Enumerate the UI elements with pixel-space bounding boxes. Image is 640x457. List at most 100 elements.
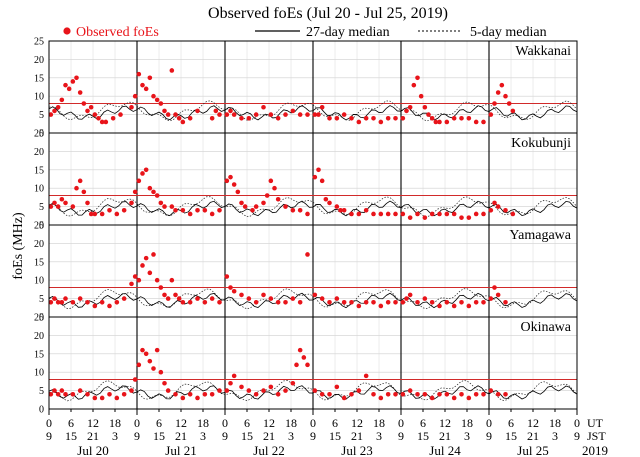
observed-point-yamagawa — [363, 299, 369, 305]
observed-point-yamagawa — [140, 263, 145, 268]
observed-point-kokubunji — [385, 211, 391, 217]
observed-point-okinawa — [283, 388, 288, 393]
observed-point-okinawa — [195, 395, 200, 401]
observed-point-wakkanai — [195, 108, 200, 114]
observed-point-kokubunji — [312, 174, 318, 180]
observed-point-okinawa — [147, 358, 153, 364]
observed-point-wakkanai — [400, 115, 406, 121]
observed-point-wakkanai — [132, 93, 138, 99]
observed-point-kokubunji — [151, 189, 156, 195]
observed-point-okinawa — [275, 391, 281, 397]
observed-point-yamagawa — [305, 252, 310, 257]
observed-point-yamagawa — [154, 277, 160, 283]
observed-point-okinawa — [305, 362, 310, 368]
observed-point-kokubunji — [415, 211, 420, 217]
date-label: Jul 21 — [165, 443, 196, 457]
observed-point-kokubunji — [327, 200, 332, 206]
observed-point-yamagawa — [492, 285, 497, 290]
observed-point-kokubunji — [283, 204, 288, 209]
jst-hour-label: 21 — [351, 429, 363, 443]
y-tick-label-kokubunji: 0 — [39, 221, 44, 232]
y-tick-label-okinawa: 5 — [39, 386, 44, 397]
observed-point-yamagawa — [268, 296, 274, 301]
observed-point-yamagawa — [132, 274, 138, 279]
observed-point-kokubunji — [231, 182, 237, 187]
observed-point-yamagawa — [356, 303, 362, 309]
observed-point-yamagawa — [209, 296, 215, 301]
station-name-yamagawa: Yamagawa — [509, 228, 571, 243]
y-tick-label-wakkanai: 20 — [34, 55, 44, 66]
y-axis-label: foEs (MHz) — [11, 212, 26, 280]
observed-point-wakkanai — [143, 86, 149, 92]
observed-point-kokubunji — [132, 189, 138, 195]
observed-point-wakkanai — [55, 104, 61, 110]
y-tick-label-wakkanai: 25 — [34, 37, 44, 48]
observed-point-kokubunji — [264, 193, 270, 198]
observed-point-okinawa — [143, 351, 149, 357]
y-tick-label-yamagawa: 5 — [39, 294, 44, 305]
observed-point-yamagawa — [444, 299, 450, 305]
observed-point-wakkanai — [312, 112, 318, 117]
observed-point-wakkanai — [162, 108, 167, 114]
observed-point-kokubunji — [85, 200, 90, 206]
observed-point-kokubunji — [55, 204, 61, 209]
observed-point-yamagawa — [334, 296, 340, 301]
ut-hour-label: 0 — [134, 416, 140, 430]
observed-point-wakkanai — [363, 115, 369, 121]
observed-point-yamagawa — [165, 296, 171, 301]
y-tick-label-okinawa: 0 — [39, 405, 44, 416]
observed-point-kokubunji — [316, 167, 321, 173]
ut-hour-label: 12 — [439, 416, 451, 430]
median27-line-okinawa — [48, 385, 578, 400]
observed-point-wakkanai — [451, 115, 457, 121]
observed-point-wakkanai — [63, 82, 68, 88]
date-label: Jul 25 — [517, 443, 548, 457]
observed-point-yamagawa — [495, 292, 501, 298]
observed-point-kokubunji — [334, 204, 340, 209]
observed-point-kokubunji — [371, 211, 376, 217]
observed-point-yamagawa — [151, 252, 156, 257]
observed-point-yamagawa — [228, 285, 233, 290]
observed-point-wakkanai — [297, 112, 303, 117]
observed-point-okinawa — [268, 384, 274, 390]
observed-point-okinawa — [503, 391, 508, 397]
observed-point-kokubunji — [422, 215, 428, 220]
observed-point-kokubunji — [147, 185, 153, 191]
observed-point-yamagawa — [393, 299, 398, 305]
observed-point-wakkanai — [444, 119, 450, 125]
observed-point-yamagawa — [400, 299, 406, 305]
observed-point-yamagawa — [407, 292, 413, 298]
ut-hour-label: 12 — [87, 416, 99, 430]
jst-hour-label: 15 — [329, 429, 341, 443]
observed-point-kokubunji — [429, 211, 435, 217]
observed-point-wakkanai — [147, 75, 153, 81]
y-tick-label-wakkanai: 10 — [34, 92, 44, 103]
observed-point-kokubunji — [107, 207, 112, 213]
observed-point-okinawa — [437, 391, 442, 397]
jst-hour-label: 21 — [527, 429, 539, 443]
observed-point-kokubunji — [140, 171, 145, 176]
observed-point-okinawa — [55, 391, 61, 397]
ut-hour-label: 12 — [263, 416, 275, 430]
observed-point-okinawa — [371, 391, 376, 397]
median5-line-kokubunji — [48, 196, 578, 218]
observed-point-okinawa — [129, 388, 134, 393]
observed-point-okinawa — [63, 391, 68, 397]
observed-point-kokubunji — [363, 207, 369, 213]
jst-hour-label: 9 — [310, 429, 316, 443]
observed-point-yamagawa — [48, 299, 54, 305]
ut-hour-label: 6 — [156, 416, 162, 430]
observed-point-wakkanai — [169, 68, 175, 73]
y-tick-label-wakkanai: 5 — [39, 110, 44, 121]
observed-point-kokubunji — [70, 204, 76, 209]
observed-point-yamagawa — [92, 303, 98, 309]
observed-point-wakkanai — [334, 115, 340, 121]
date-label: Jul 23 — [341, 443, 372, 457]
observed-point-kokubunji — [393, 211, 398, 217]
observed-point-kokubunji — [114, 211, 120, 217]
observed-point-yamagawa — [180, 299, 186, 305]
jst-hour-label: 9 — [574, 429, 580, 443]
observed-point-kokubunji — [202, 207, 208, 213]
observed-point-wakkanai — [433, 119, 439, 125]
observed-point-kokubunji — [297, 207, 303, 213]
